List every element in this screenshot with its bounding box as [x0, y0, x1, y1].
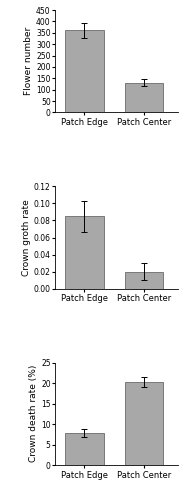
- Bar: [125, 272, 163, 288]
- Bar: [125, 83, 163, 112]
- Y-axis label: Crown groth rate: Crown groth rate: [22, 199, 31, 276]
- Bar: [66, 433, 104, 465]
- Y-axis label: Crown death rate (%): Crown death rate (%): [29, 365, 38, 462]
- Bar: [66, 216, 104, 288]
- Bar: [125, 382, 163, 465]
- Y-axis label: Flower number: Flower number: [24, 27, 33, 96]
- Bar: [66, 30, 104, 112]
